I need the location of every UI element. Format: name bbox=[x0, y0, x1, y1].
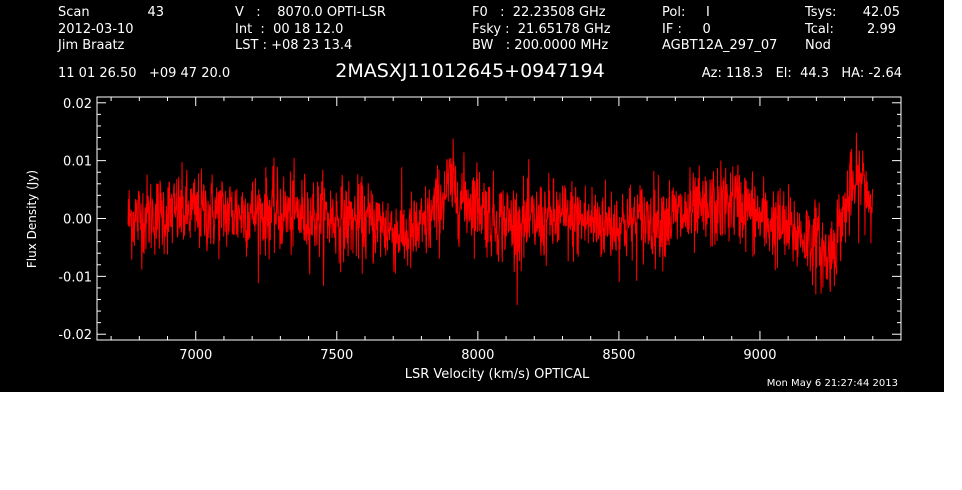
source-name: 2MASXJ11012645+0947194 bbox=[335, 60, 605, 82]
integration-time: Int : 00 18 12.0 bbox=[235, 22, 344, 37]
y-tick-label: -0.01 bbox=[58, 270, 92, 285]
source-coordinates: 11 01 26.50 +09 47 20.0 bbox=[58, 66, 231, 81]
velocity-info: V : 8070.0 OPTI-LSR bbox=[235, 5, 386, 20]
spectrum-series-line bbox=[127, 132, 874, 306]
x-axis-label: LSR Velocity (km/s) OPTICAL bbox=[405, 367, 590, 382]
y-tick-label: -0.02 bbox=[58, 328, 92, 343]
scan-label: Scan bbox=[58, 5, 90, 20]
tcal-label: Tcal: bbox=[805, 22, 834, 37]
if-number: IF : 0 bbox=[662, 22, 711, 37]
x-tick-label: 7000 bbox=[179, 348, 212, 363]
spectrum-trace-layer bbox=[127, 132, 874, 306]
x-tick-label: 9000 bbox=[743, 348, 776, 363]
tcal-value: 2.99 bbox=[867, 22, 896, 37]
polarization: Pol: I bbox=[662, 5, 710, 20]
y-tick-label: 0.01 bbox=[63, 155, 92, 170]
lst-info: LST : +08 23 13.4 bbox=[235, 38, 353, 53]
sky-frequency: Fsky : 21.65178 GHz bbox=[472, 22, 611, 37]
scan-number: 43 bbox=[147, 5, 164, 20]
y-tick-label: 0.02 bbox=[63, 97, 92, 112]
spectrum-plot: 7000 7500 8000 8500 9000 -0.02 -0.01 0.00 0.01 0.… bbox=[25, 96, 902, 382]
spectrum-panel: Scan 43 2012-03-10 Jim Braatz V : 8070.0… bbox=[0, 0, 944, 392]
az-el-ha: Az: 118.3 El: 44.3 HA: -2.64 bbox=[701, 66, 902, 81]
x-tick-label: 8000 bbox=[461, 348, 494, 363]
plot-timestamp: Mon May 6 21:27:44 2013 bbox=[766, 378, 898, 389]
rest-frequency: F0 : 22.23508 GHz bbox=[472, 5, 606, 20]
bandwidth: BW : 200.0000 MHz bbox=[472, 38, 609, 53]
project-id: AGBT12A_297_07 bbox=[662, 38, 778, 53]
switching-mode: Nod bbox=[805, 38, 831, 53]
observation-date: 2012-03-10 bbox=[58, 22, 134, 37]
tsys-value: 42.05 bbox=[862, 5, 900, 20]
observer-name: Jim Braatz bbox=[58, 38, 125, 53]
x-tick-label: 8500 bbox=[602, 348, 635, 363]
y-axis-label: Flux Density (Jy) bbox=[25, 170, 39, 268]
x-tick-label: 7500 bbox=[320, 348, 353, 363]
y-tick-label: 0.00 bbox=[63, 213, 92, 228]
tsys-label: Tsys: bbox=[805, 5, 837, 20]
axis-ticks: 7000 7500 8000 8500 9000 -0.02 -0.01 0.00 0.01 0.… bbox=[58, 97, 901, 363]
